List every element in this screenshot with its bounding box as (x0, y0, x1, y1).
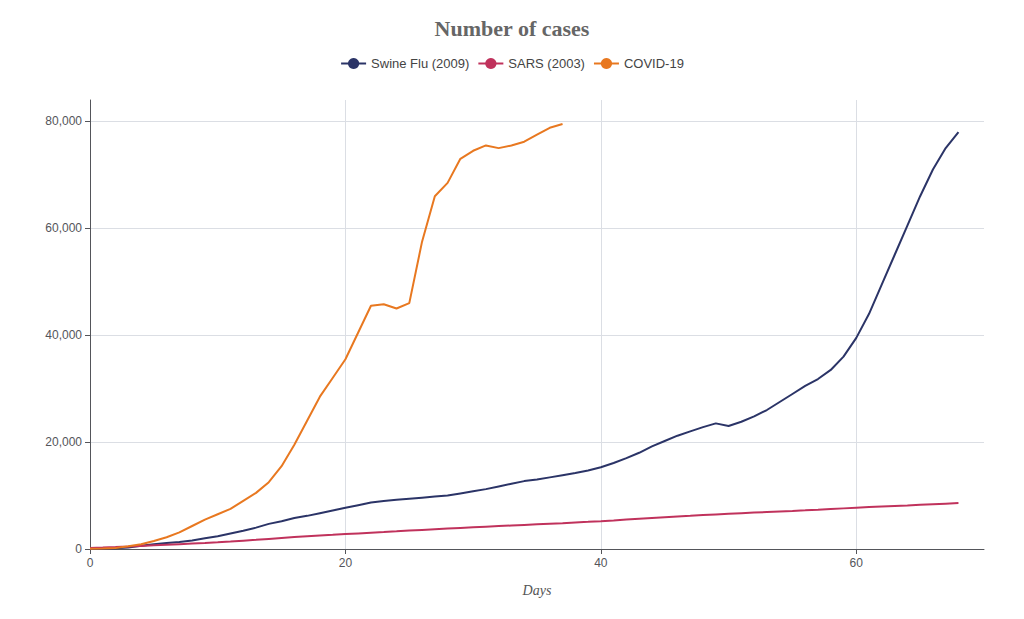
svg-text:40: 40 (594, 556, 608, 570)
svg-text:20,000: 20,000 (45, 435, 82, 449)
svg-text:20: 20 (339, 556, 353, 570)
svg-text:60: 60 (850, 556, 864, 570)
svg-text:COVID-19: COVID-19 (624, 56, 684, 71)
svg-text:Number of cases: Number of cases (435, 16, 590, 41)
svg-text:0: 0 (87, 556, 94, 570)
svg-text:40,000: 40,000 (45, 328, 82, 342)
svg-text:60,000: 60,000 (45, 221, 82, 235)
svg-text:SARS (2003): SARS (2003) (508, 56, 585, 71)
svg-text:0: 0 (75, 542, 82, 556)
svg-text:Swine Flu (2009): Swine Flu (2009) (371, 56, 469, 71)
svg-text:Days: Days (522, 583, 552, 598)
svg-text:80,000: 80,000 (45, 114, 82, 128)
